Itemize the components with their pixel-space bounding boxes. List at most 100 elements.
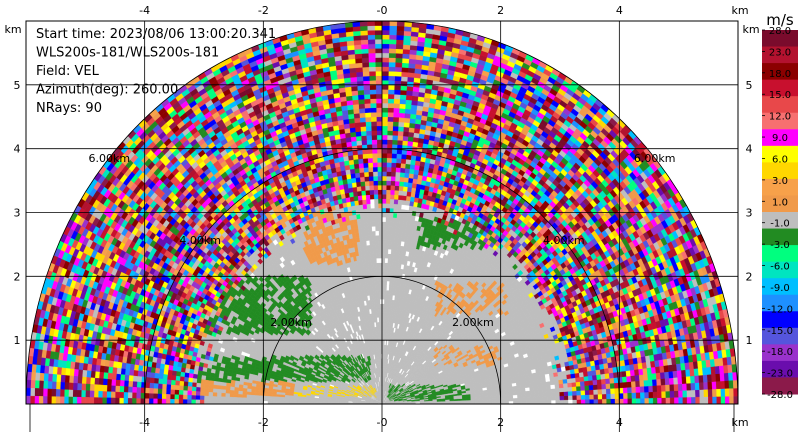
velocity-gate (263, 395, 269, 400)
velocity-gate (381, 257, 385, 263)
velocity-gate (389, 258, 394, 264)
velocity-gate (271, 398, 277, 402)
velocity-gate (383, 294, 387, 300)
velocity-gate (254, 392, 260, 396)
velocity-gate (392, 258, 397, 264)
velocity-gate (487, 396, 493, 400)
velocity-gate (383, 285, 387, 291)
velocity-gate (376, 271, 380, 277)
velocity-gate (487, 398, 493, 402)
velocity-gate (280, 396, 285, 400)
velocity-gate (390, 253, 394, 259)
velocity-gate (263, 398, 268, 402)
velocity-gate (512, 394, 518, 399)
velocity-gate (385, 312, 388, 318)
velocity-gate (384, 271, 388, 277)
velocity-gate (387, 257, 391, 264)
velocity-gate (504, 392, 510, 396)
velocity-gate (375, 253, 380, 259)
velocity-gate (258, 398, 264, 402)
velocity-gate (389, 262, 394, 268)
velocity-gate (374, 285, 378, 291)
velocity-gate (521, 390, 527, 395)
velocity-gate (496, 398, 501, 402)
velocity-gate (250, 394, 256, 399)
velocity-gate (508, 394, 514, 399)
velocity-gate (388, 285, 392, 291)
velocity-gate (374, 271, 378, 277)
velocity-gate (387, 262, 391, 268)
velocity-gate (267, 396, 273, 400)
velocity-gate (379, 257, 383, 263)
velocity-gate (383, 308, 386, 314)
velocity-gate (246, 391, 252, 396)
velocity-gate (504, 395, 510, 399)
velocity-gate (381, 262, 386, 268)
velocity-gate (376, 257, 380, 264)
velocity-gate (384, 276, 388, 282)
velocity-gate (267, 398, 273, 402)
velocity-gate (483, 398, 489, 402)
velocity-gate (384, 253, 389, 259)
velocity-gate (383, 289, 387, 295)
velocity-gate (383, 299, 387, 305)
velocity-gate (521, 397, 527, 401)
velocity-field (25, 20, 739, 405)
velocity-gate (491, 398, 497, 402)
velocity-gate (387, 253, 392, 259)
velocity-gate (517, 394, 522, 399)
velocity-gate (378, 253, 383, 259)
velocity-gate (384, 266, 388, 273)
velocity-gate (381, 253, 386, 259)
velocity-gate (373, 262, 377, 268)
velocity-gate (376, 262, 380, 268)
velocity-gate (297, 399, 302, 403)
velocity-gate (255, 389, 261, 394)
velocity-gate (242, 391, 248, 396)
velocity-gate (254, 395, 260, 399)
velocity-gate (500, 398, 506, 402)
velocity-gate (242, 384, 248, 389)
velocity-gate (376, 280, 380, 286)
velocity-gate (275, 396, 281, 400)
velocity-gate (386, 276, 390, 282)
velocity-gate (386, 289, 389, 296)
velocity-gate (284, 399, 289, 403)
velocity-gate (384, 262, 388, 268)
velocity-gate (301, 400, 307, 403)
velocity-gate (280, 399, 285, 403)
velocity-gate (384, 280, 388, 286)
velocity-gate (504, 398, 510, 402)
velocity-gate (384, 257, 388, 264)
velocity-gate (271, 393, 277, 398)
velocity-gate (517, 397, 523, 402)
velocity-gate (288, 399, 294, 403)
velocity-gate (386, 271, 390, 277)
velocity-gate (376, 276, 380, 282)
velocity-gate (386, 280, 390, 286)
velocity-gate (379, 267, 383, 272)
velocity-gate (383, 303, 387, 309)
velocity-gate (377, 289, 381, 295)
velocity-gate (381, 267, 385, 272)
velocity-gate (241, 397, 247, 402)
velocity-gate (275, 398, 281, 402)
velocity-gate (386, 285, 390, 291)
velocity-gate (508, 397, 514, 402)
velocity-gate (242, 394, 247, 399)
velocity-gate (250, 391, 256, 396)
velocity-gate (271, 396, 277, 400)
velocity-gate (513, 397, 518, 402)
velocity-gate (246, 397, 251, 402)
velocity-gate (254, 398, 260, 402)
velocity-gate (372, 253, 377, 259)
velocity-gate (246, 394, 252, 399)
velocity-gate (521, 394, 527, 398)
velocity-gate (378, 262, 383, 268)
velocity-gate (250, 397, 256, 402)
velocity-gate (376, 266, 380, 273)
velocity-gate (292, 399, 298, 403)
velocity-gate (386, 267, 391, 273)
velocity-gate (370, 258, 375, 264)
